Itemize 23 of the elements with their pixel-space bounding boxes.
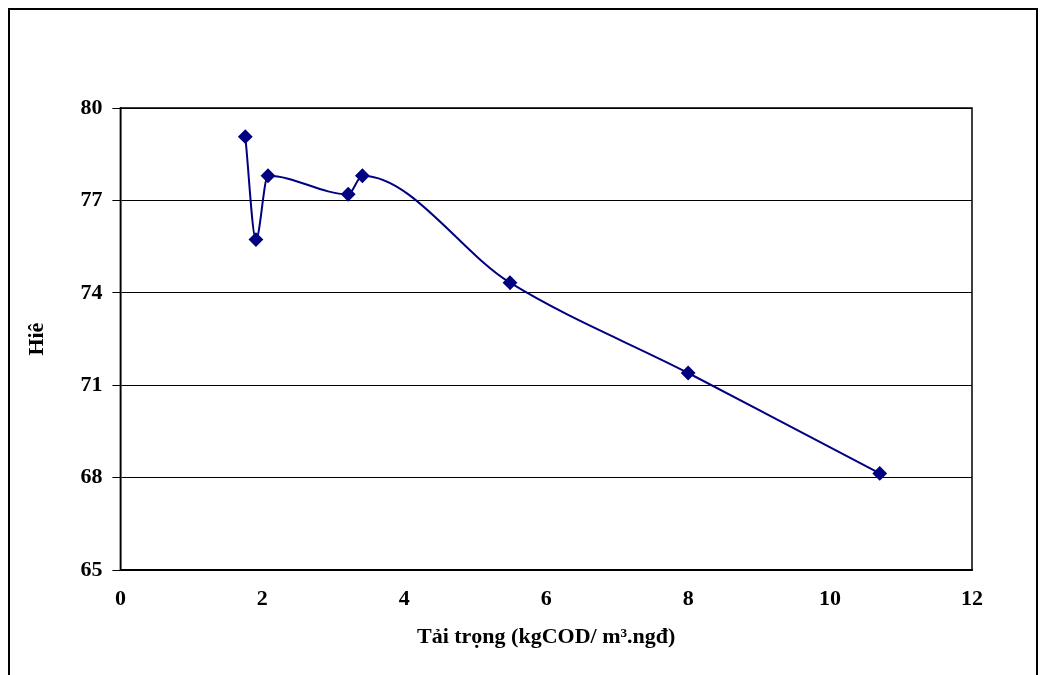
x-axis-title: Tải trọng (kgCOD/ m³.ngđ): [417, 623, 676, 649]
y-tick-label: 65: [80, 555, 103, 581]
point: [681, 366, 696, 380]
point: [238, 129, 253, 144]
point: [341, 187, 356, 202]
y-tick-label: 71: [80, 371, 103, 397]
x-tick-label: 10: [819, 585, 842, 611]
x-tick-label: 8: [682, 585, 694, 611]
y-tick-label: 77: [80, 186, 103, 212]
y-axis-title: Hiê: [22, 322, 48, 356]
x-tick-label: 12: [961, 585, 983, 611]
y-tick-label: 74: [80, 278, 103, 304]
point: [872, 466, 887, 481]
x-tick-label: 0: [114, 585, 126, 611]
point: [503, 275, 518, 290]
y-tick-label: 68: [80, 463, 103, 489]
point: [355, 168, 370, 183]
x-tick-label: 4: [398, 585, 410, 611]
point: [261, 168, 276, 183]
y-tick-label: 80: [80, 93, 103, 119]
x-tick-label: 2: [256, 585, 268, 611]
point: [248, 232, 263, 247]
x-tick-label: 6: [540, 585, 552, 611]
